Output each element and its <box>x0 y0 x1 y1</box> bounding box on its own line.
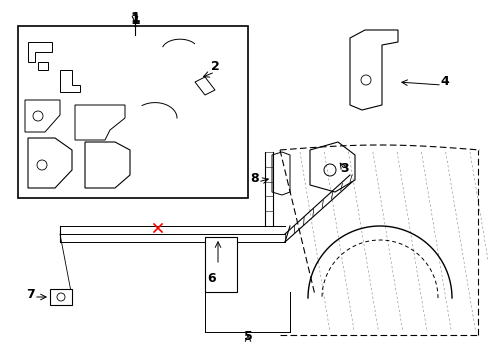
Text: 6: 6 <box>207 272 216 285</box>
Text: 3: 3 <box>340 162 348 175</box>
Text: 1: 1 <box>130 11 140 25</box>
Bar <box>18 26 247 198</box>
Bar <box>38 62 48 70</box>
Text: 7: 7 <box>25 288 34 301</box>
Text: 8: 8 <box>250 172 259 185</box>
Text: 4: 4 <box>440 75 448 88</box>
Text: 2: 2 <box>210 60 219 73</box>
Bar <box>50 289 72 305</box>
Bar <box>204 237 237 292</box>
Text: 5: 5 <box>243 330 252 343</box>
Text: 1: 1 <box>130 13 140 27</box>
